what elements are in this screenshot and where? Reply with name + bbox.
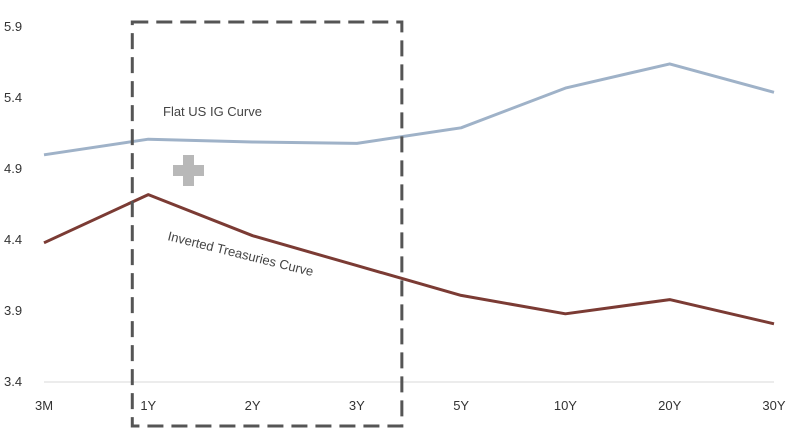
- y-axis-ticks: 3.4 3.9 4.4 4.9 5.4 5.9: [4, 19, 22, 389]
- y-tick-label: 5.9: [4, 19, 22, 34]
- x-axis-ticks: 3M 1Y 2Y 3Y 5Y 10Y 20Y 30Y: [35, 398, 786, 413]
- series-layer: [43, 62, 775, 326]
- y-tick-label: 3.9: [4, 303, 22, 318]
- x-tick-label: 1Y: [140, 398, 156, 413]
- y-tick-label: 5.4: [4, 90, 22, 105]
- x-tick-label: 20Y: [658, 398, 681, 413]
- treasuries-curve-annotation: Inverted Treasuries Curve: [166, 228, 315, 279]
- y-tick-label: 4.9: [4, 161, 22, 176]
- y-tick-label: 3.4: [4, 374, 22, 389]
- y-tick-label: 4.4: [4, 232, 22, 247]
- highlight-box: [130, 20, 404, 428]
- x-tick-label: 2Y: [245, 398, 261, 413]
- ig-curve-annotation: Flat US IG Curve: [163, 104, 262, 119]
- x-tick-label: 3M: [35, 398, 53, 413]
- ig-curve-line: [43, 62, 775, 157]
- x-tick-label: 30Y: [762, 398, 785, 413]
- x-tick-label: 5Y: [453, 398, 469, 413]
- x-tick-label: 3Y: [349, 398, 365, 413]
- x-tick-label: 10Y: [554, 398, 577, 413]
- plus-icon: [173, 155, 204, 186]
- tsy-curve-line: [43, 193, 775, 326]
